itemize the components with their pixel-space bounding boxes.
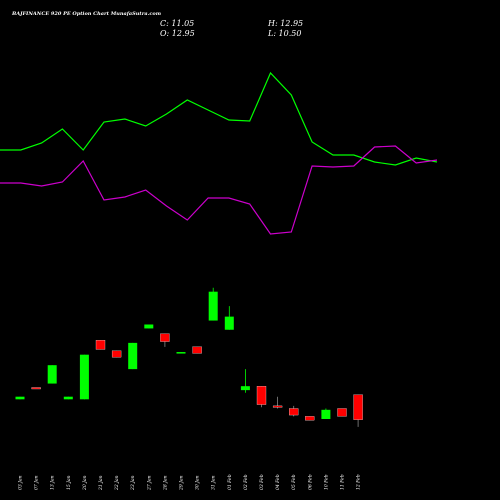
x-tick-label: 23 Jan bbox=[130, 475, 136, 491]
candle-body bbox=[47, 365, 57, 384]
x-axis-ticks: 03 Jan 07 Jan 13 Jan 15 Jan 20 Jan 21 Jan 22 J… bbox=[18, 474, 362, 491]
close-readout: C: 11.05 bbox=[160, 19, 194, 28]
candle-body bbox=[192, 346, 202, 354]
candle-body bbox=[176, 352, 186, 354]
x-tick-label: 07 Jan bbox=[34, 475, 40, 490]
x-tick-label: 21 Jan bbox=[98, 475, 104, 491]
x-tick-label: 11 Feb bbox=[340, 474, 346, 490]
candle-body bbox=[63, 396, 73, 400]
x-tick-label: 29 Jan bbox=[179, 475, 185, 491]
candle-body bbox=[289, 408, 299, 416]
candle-body bbox=[79, 354, 89, 400]
x-tick-label: 30 Jan bbox=[195, 475, 201, 490]
x-tick-label: 04 Feb bbox=[275, 474, 281, 490]
candle-body bbox=[240, 386, 250, 391]
candle-body bbox=[95, 340, 106, 350]
open-readout: O: 12.95 bbox=[160, 29, 195, 38]
x-tick-label: 13 Jan bbox=[50, 475, 56, 490]
x-tick-label: 06 Feb bbox=[307, 474, 313, 490]
candle-body bbox=[224, 316, 234, 330]
x-tick-label: 03 Feb bbox=[259, 474, 265, 490]
candle-body bbox=[305, 416, 315, 421]
x-tick-label: 10 Feb bbox=[323, 474, 329, 490]
indicator-lines bbox=[0, 71, 438, 235]
candle-body bbox=[128, 342, 138, 370]
candle-body bbox=[15, 396, 25, 400]
high-readout: H: 12.95 bbox=[267, 19, 303, 28]
x-tick-label: 28 Jan bbox=[162, 475, 168, 491]
candle-body bbox=[321, 409, 331, 419]
candle-body bbox=[31, 387, 41, 390]
x-tick-label: 27 Jan bbox=[146, 475, 152, 491]
chart-title: BAJFINANCE 920 PE Option Chart MunafaSut… bbox=[11, 11, 161, 17]
x-tick-label: 15 Jan bbox=[66, 475, 72, 490]
x-tick-label: 20 Jan bbox=[82, 475, 88, 491]
candle-body bbox=[353, 394, 363, 420]
candle-body bbox=[144, 324, 154, 329]
candle-body bbox=[256, 386, 267, 405]
candle-body bbox=[272, 405, 283, 408]
x-tick-label: 03 Jan bbox=[18, 475, 24, 490]
x-tick-label: 12 Feb bbox=[356, 474, 362, 490]
x-tick-label: 02 Feb bbox=[243, 474, 249, 490]
x-tick-label: 22 Jan bbox=[114, 475, 120, 491]
x-tick-label: 31 Jan bbox=[211, 475, 217, 490]
candle-body bbox=[111, 350, 122, 358]
green-line bbox=[0, 71, 438, 166]
x-tick-label: 05 Feb bbox=[291, 474, 297, 490]
magenta-line bbox=[0, 145, 438, 235]
x-tick-label: 01 Feb bbox=[227, 474, 233, 490]
candle-body bbox=[337, 408, 347, 417]
low-readout: L: 10.50 bbox=[267, 29, 301, 38]
candlestick-series bbox=[15, 287, 363, 427]
candle-body bbox=[208, 291, 218, 321]
candle-body bbox=[160, 333, 170, 342]
